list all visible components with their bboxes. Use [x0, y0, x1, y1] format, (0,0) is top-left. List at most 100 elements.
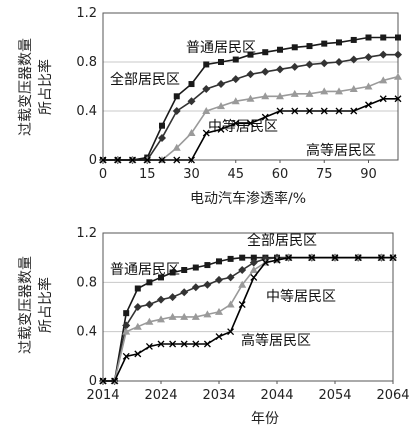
data-point: [335, 107, 343, 115]
data-point: [99, 156, 107, 164]
data-point: [143, 156, 151, 164]
x-tick-label: 0: [99, 167, 107, 182]
data-point: [203, 280, 212, 289]
data-point: [305, 60, 314, 69]
data-point: [394, 50, 402, 59]
x-tick-label: 2054: [318, 388, 351, 403]
data-point: [394, 72, 402, 80]
series-label: 普通居民区: [186, 40, 256, 56]
series-label: 全部居民区: [247, 232, 317, 249]
data-point: [217, 102, 225, 110]
data-point: [181, 267, 188, 273]
data-point: [250, 254, 257, 261]
data-point: [249, 266, 258, 273]
data-point: [217, 80, 225, 89]
x-tick-label: 30: [183, 167, 200, 182]
data-point: [99, 377, 107, 385]
y-tick-label: 0.8: [76, 55, 97, 70]
data-point: [216, 258, 222, 265]
data-point: [215, 275, 223, 284]
data-point: [187, 97, 196, 106]
data-point: [188, 156, 195, 164]
x-tick-label: 2024: [144, 388, 177, 403]
data-point: [122, 327, 131, 335]
y-axis-title-line2: 所占比率: [37, 277, 54, 333]
data-point: [157, 315, 165, 323]
data-point: [202, 84, 211, 93]
x-axis-title: 年份: [251, 411, 279, 427]
bottom-chart: 0 0.4 0.8 1.2 2014 2024 2034 2044 2054 2064 年份 过载变压…: [18, 226, 410, 427]
data-point: [123, 310, 130, 317]
data-point: [134, 285, 141, 292]
data-point: [218, 59, 224, 65]
data-point: [217, 125, 225, 133]
data-point: [238, 301, 246, 308]
data-point: [394, 95, 402, 103]
data-point: [169, 269, 176, 276]
y-tick-label: 1.2: [76, 6, 97, 21]
data-point: [321, 40, 328, 47]
x-tick-label: 15: [139, 167, 156, 182]
data-point: [246, 70, 255, 79]
data-point: [145, 317, 154, 325]
data-point: [379, 76, 388, 84]
data-point: [122, 321, 131, 330]
top-chart: 0 0.4 0.8 1.2 0 15 30 45 60 75 90 电动汽车渗透率/% 过载变压器数量所…: [18, 6, 402, 207]
data-point: [215, 307, 223, 315]
data-point: [306, 107, 313, 115]
data-point: [129, 156, 136, 164]
data-point: [203, 61, 210, 68]
series-label: 中等居民区: [208, 118, 278, 135]
data-point: [290, 62, 299, 71]
series-label: 高等居民区: [241, 332, 311, 349]
data-point: [308, 254, 316, 262]
data-point: [227, 255, 234, 262]
data-point: [247, 51, 254, 58]
data-point: [250, 273, 258, 281]
data-point: [276, 92, 284, 100]
data-point: [261, 113, 269, 121]
series-line: [103, 256, 393, 382]
data-point: [231, 75, 240, 84]
data-point: [261, 67, 270, 76]
data-point: [191, 312, 200, 320]
data-point: [291, 44, 298, 51]
y-tick-label: 0: [89, 374, 97, 389]
series-label: 全部居民区: [110, 71, 180, 88]
data-point: [261, 92, 270, 100]
data-point: [133, 322, 142, 330]
data-point: [389, 254, 397, 262]
data-point: [238, 280, 247, 288]
data-point: [157, 295, 165, 304]
data-point: [158, 274, 164, 281]
series-label: 普通居民区: [110, 262, 180, 278]
x-tick-label: 60: [272, 167, 289, 182]
data-point: [380, 34, 387, 41]
data-point: [192, 264, 199, 271]
x-tick-label: 2064: [376, 388, 409, 403]
x-tick-label: 75: [316, 167, 333, 182]
data-point: [239, 254, 246, 261]
data-point: [168, 293, 177, 302]
data-point: [379, 95, 387, 103]
data-point: [226, 300, 235, 308]
data-point: [173, 93, 180, 100]
data-point: [246, 94, 255, 102]
y-tick-label: 1.2: [76, 226, 97, 241]
x-tick-label: 90: [360, 167, 377, 182]
data-point: [227, 328, 235, 336]
data-point: [320, 59, 329, 68]
data-point: [320, 87, 329, 95]
data-point: [350, 36, 357, 43]
data-point: [203, 310, 212, 318]
data-point: [276, 65, 284, 74]
data-point: [365, 101, 372, 109]
data-point: [364, 82, 373, 90]
data-point: [277, 46, 283, 53]
y-axis-title-line1: 过载变压器数量: [18, 256, 34, 354]
data-point: [305, 89, 314, 97]
y-tick-label: 0.4: [76, 325, 97, 340]
data-point: [335, 87, 343, 95]
data-point: [335, 58, 343, 66]
